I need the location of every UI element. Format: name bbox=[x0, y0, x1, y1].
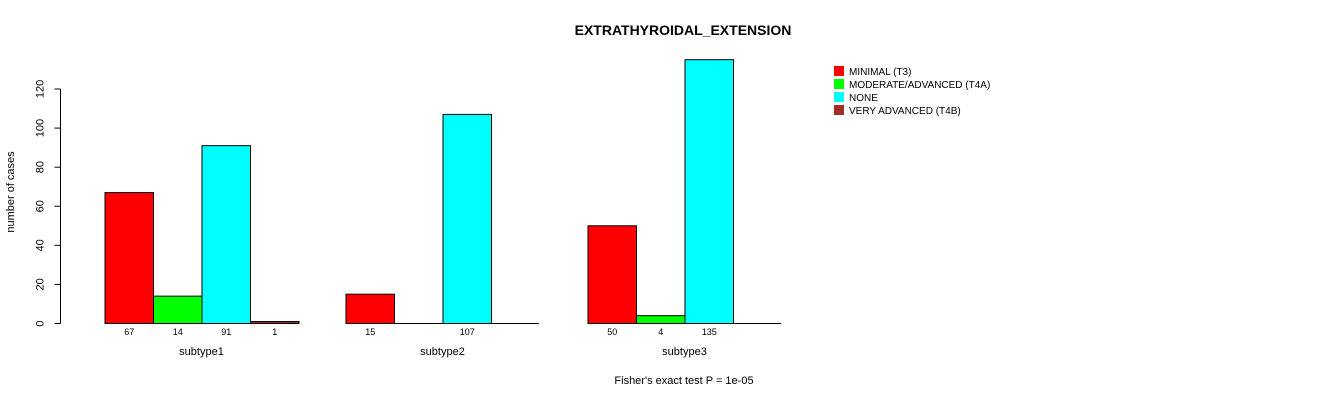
bar-group-subtype1: 67 14 91 1 subtype1 bbox=[104, 145, 300, 358]
legend-label: VERY ADVANCED (T4B) bbox=[849, 106, 961, 117]
bar-subtype1-2 bbox=[153, 295, 203, 324]
bar-subtype3-3 bbox=[684, 59, 734, 324]
y-tick-label: 20 bbox=[35, 278, 47, 290]
legend-swatch bbox=[834, 105, 844, 115]
legend: MINIMAL (T3) MODERATE/ADVANCED (T4A) NONE V… bbox=[834, 66, 990, 117]
legend-swatch bbox=[834, 79, 844, 89]
legend-swatch bbox=[834, 92, 844, 102]
legend-label: NONE bbox=[849, 93, 878, 104]
legend-swatch bbox=[834, 66, 844, 76]
y-tick-label: 120 bbox=[35, 80, 47, 98]
bar-count-label: 1 bbox=[272, 327, 277, 337]
legend-label: MODERATE/ADVANCED (T4A) bbox=[849, 80, 990, 91]
statistical-test-note: Fisher's exact test P = 1e-05 bbox=[614, 375, 753, 387]
y-axis-label: number of cases bbox=[5, 151, 17, 233]
bar-subtype2-1 bbox=[345, 293, 395, 324]
bar-subtype3-2 bbox=[636, 315, 686, 324]
bar-count-label: 50 bbox=[607, 327, 617, 337]
bar-count-label: 15 bbox=[365, 327, 375, 337]
legend-item: MODERATE/ADVANCED (T4A) bbox=[834, 79, 990, 91]
y-tick-label: 40 bbox=[35, 239, 47, 251]
bar-count-label: 135 bbox=[702, 327, 717, 337]
legend-label: MINIMAL (T3) bbox=[849, 67, 911, 78]
bar-group-subtype3: 50 4 135 subtype3 bbox=[587, 59, 781, 358]
bar-count-label: 4 bbox=[658, 327, 663, 337]
y-tick-label: 0 bbox=[35, 320, 47, 326]
bar-group-subtype2: 15 107 subtype2 bbox=[345, 113, 539, 358]
bars: 67 14 91 1 subtype1 15 107 subtype2 50 4 135 subtyp… bbox=[104, 59, 781, 358]
bar-subtype1-3 bbox=[201, 145, 251, 324]
bar-subtype1-4 bbox=[250, 321, 300, 325]
group-label-subtype3: subtype3 bbox=[662, 346, 707, 358]
group-label-subtype1: subtype1 bbox=[179, 346, 224, 358]
legend-item: VERY ADVANCED (T4B) bbox=[834, 105, 961, 117]
legend-item: MINIMAL (T3) bbox=[834, 66, 911, 78]
bar-subtype1-1 bbox=[104, 192, 154, 324]
bar-count-label: 14 bbox=[173, 327, 183, 337]
group-label-subtype2: subtype2 bbox=[420, 346, 465, 358]
bar-subtype3-1 bbox=[587, 225, 637, 325]
bar-count-label: 91 bbox=[221, 327, 231, 337]
bar-count-label: 107 bbox=[460, 327, 475, 337]
bar-count-label: 67 bbox=[124, 327, 134, 337]
bar-subtype2-3 bbox=[442, 113, 492, 325]
legend-item: NONE bbox=[834, 92, 878, 104]
y-tick-label: 100 bbox=[35, 119, 47, 137]
y-tick-label: 80 bbox=[35, 161, 47, 173]
chart-title: EXTRATHYROIDAL_EXTENSION bbox=[575, 22, 792, 38]
y-axis: 0 20 40 60 80 100 120 bbox=[35, 80, 61, 327]
y-tick-label: 60 bbox=[35, 200, 47, 212]
